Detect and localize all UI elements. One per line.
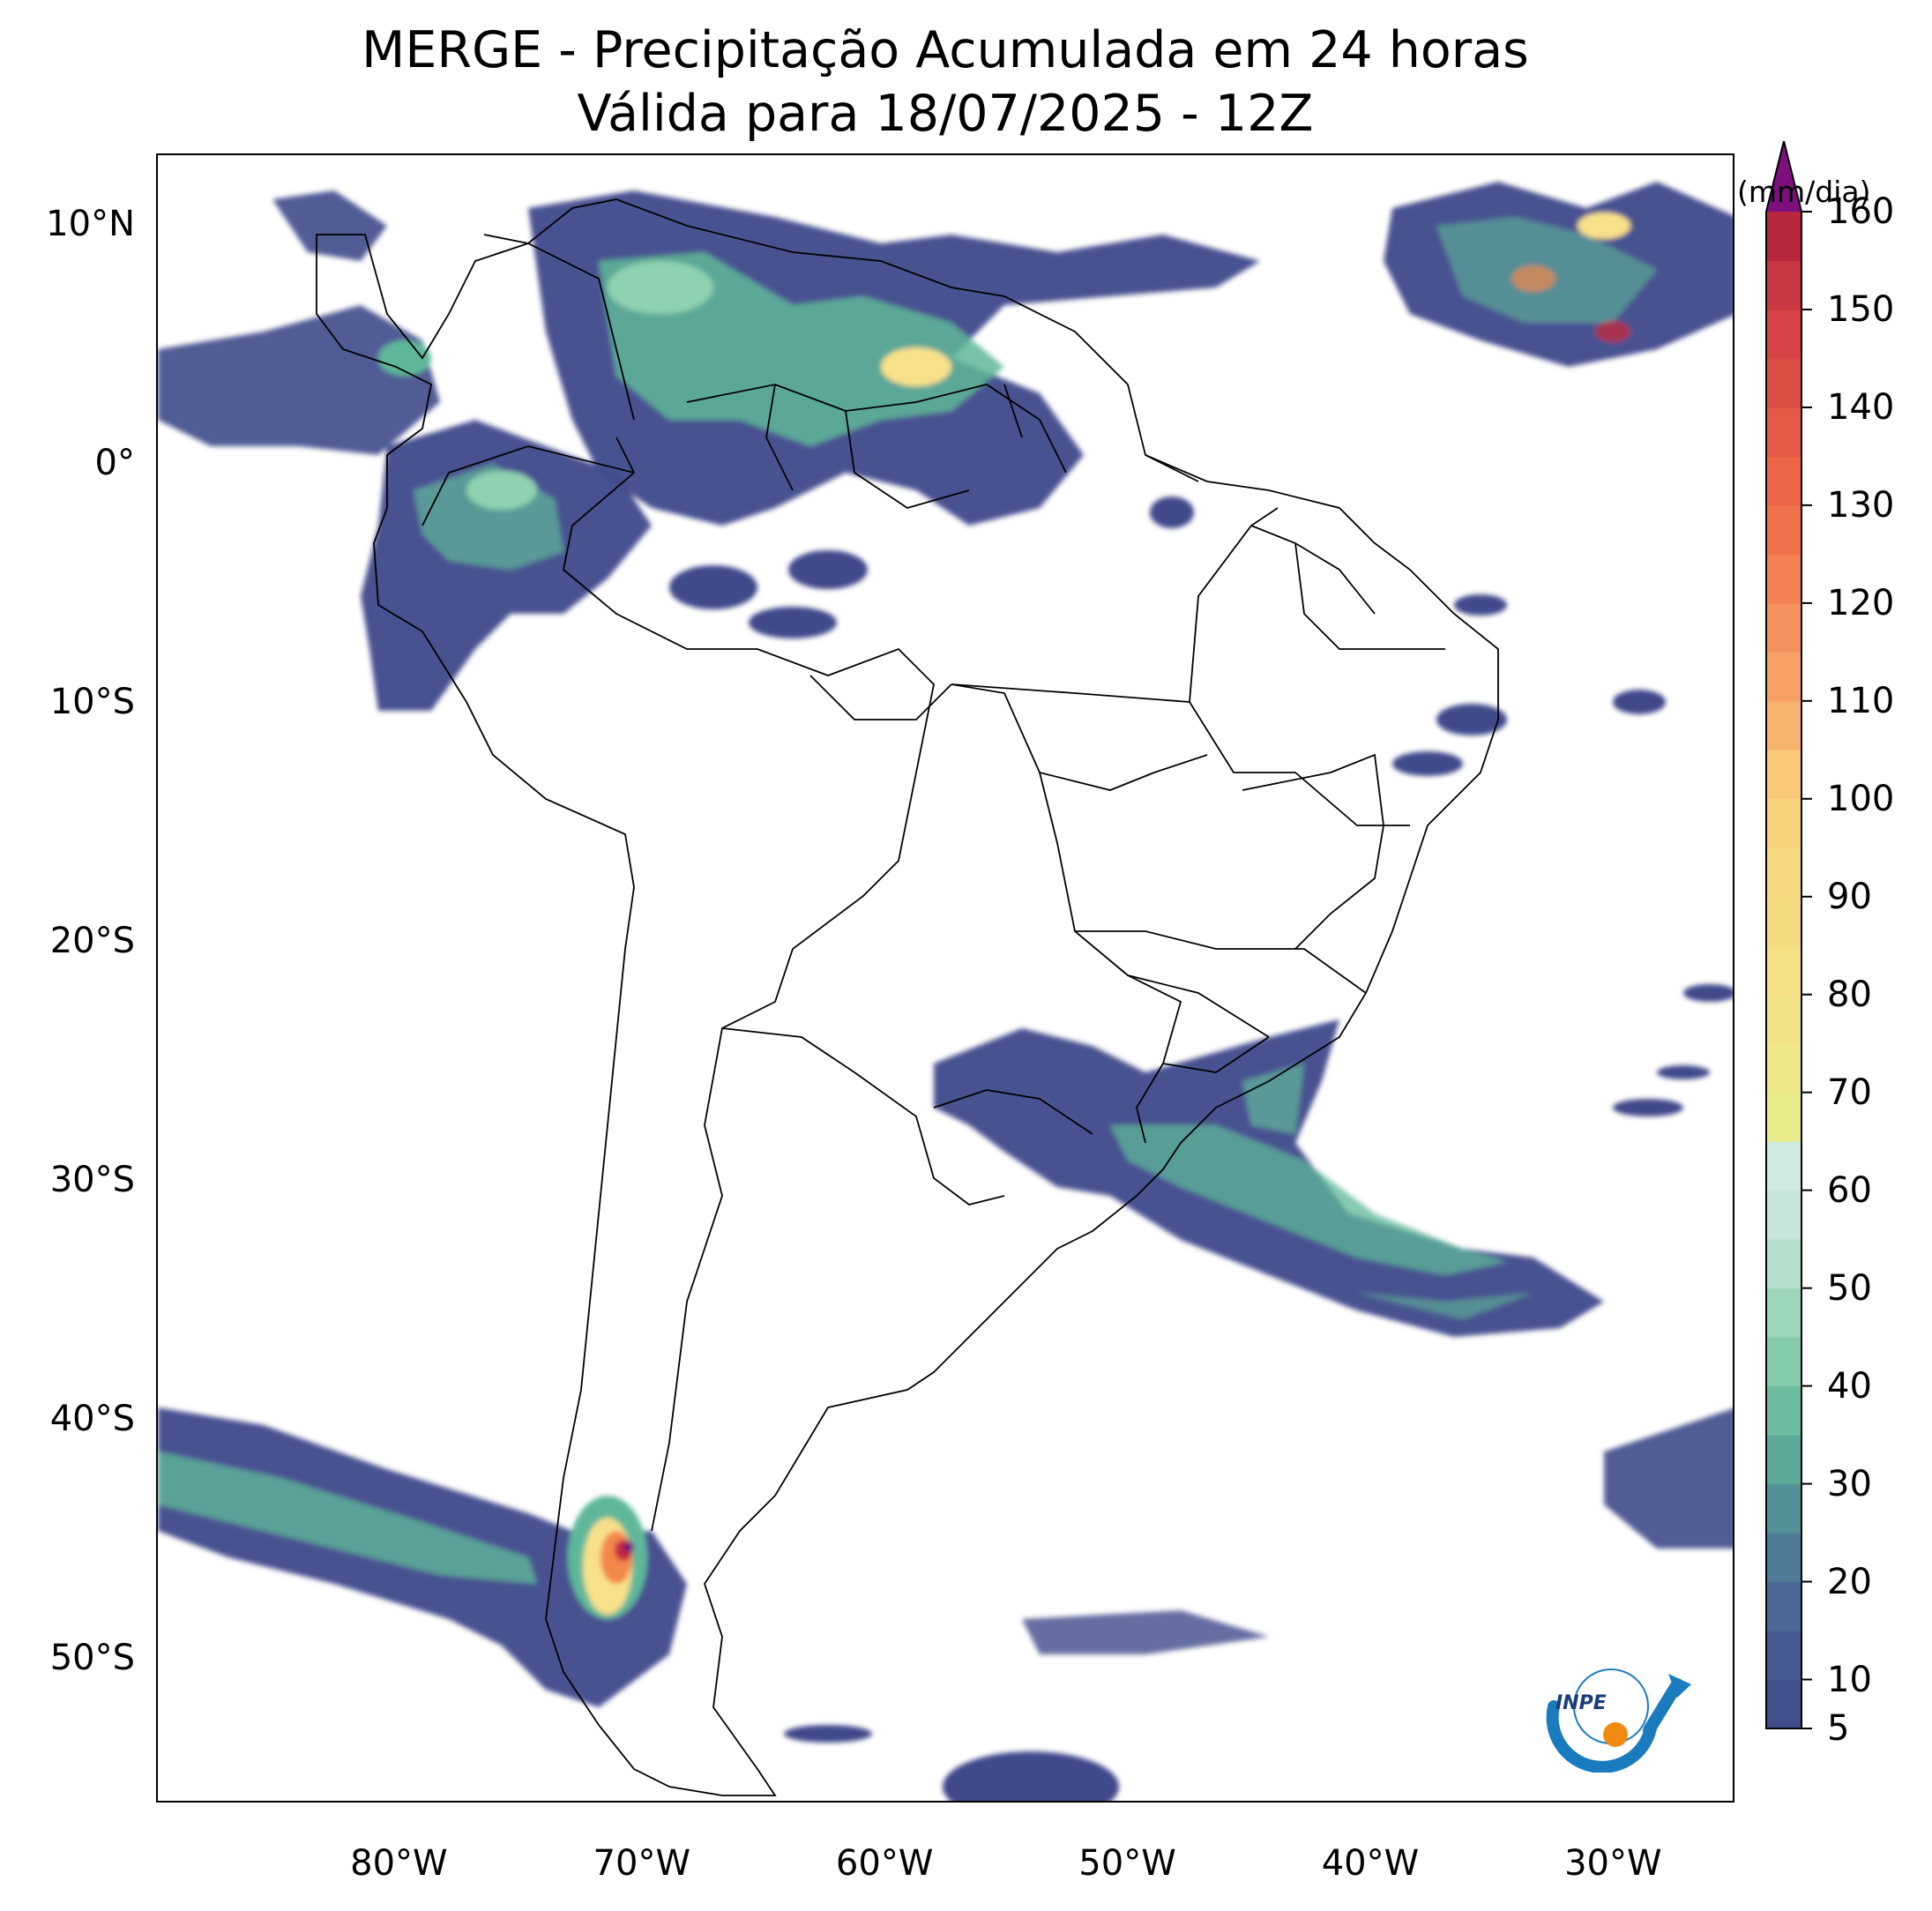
colorbar-tick-label: 80	[1827, 974, 1872, 1015]
colorbar-tick-label: 5	[1827, 1708, 1850, 1749]
colorbar-segment	[1766, 1092, 1801, 1142]
colorbar-segment	[1766, 554, 1801, 604]
colorbar-segment	[1766, 847, 1801, 898]
longitude-label: 80°W	[350, 1843, 448, 1884]
colorbar-segment	[1766, 798, 1801, 848]
colorbar-segment	[1766, 309, 1801, 359]
colorbar-segment	[1766, 1043, 1801, 1094]
latitude-label: 0°	[94, 443, 135, 484]
colorbar-segment	[1766, 1435, 1801, 1485]
colorbar-tick-label: 120	[1827, 582, 1895, 623]
colorbar-segment	[1766, 456, 1801, 506]
colorbar-tick-label: 60	[1827, 1169, 1872, 1211]
longitude-label: 40°W	[1321, 1843, 1420, 1884]
colorbar-segment	[1766, 1239, 1801, 1289]
colorbar-outline	[1765, 141, 1802, 1729]
latitude-label: 40°S	[49, 1399, 135, 1440]
precipitation-map	[158, 182, 1733, 1801]
map-subtitle: Válida para 18/07/2025 - 12Z	[577, 85, 1314, 143]
colorbar-segment	[1766, 602, 1801, 653]
map-title: MERGE - Precipitação Acumulada em 24 hor…	[362, 21, 1529, 79]
colorbar-tick-label: 150	[1827, 288, 1895, 330]
colorbar-unit-label: (mm/dia)	[1737, 175, 1871, 209]
colorbar-segment	[1766, 1679, 1801, 1729]
longitude-label: 50°W	[1078, 1843, 1176, 1884]
colorbar-extend-arrow	[1766, 141, 1801, 212]
colorbar-segment	[1766, 358, 1801, 408]
colorbar-segment	[1766, 896, 1801, 946]
colorbar-tick-label: 160	[1827, 191, 1895, 232]
colorbar-tick-label: 130	[1827, 484, 1895, 526]
colorbar-segment	[1766, 750, 1801, 800]
colorbar-segment	[1766, 1190, 1801, 1240]
inpe-logo-text: INPE	[1555, 1692, 1607, 1714]
colorbar-tick-label: 140	[1827, 386, 1895, 428]
longitude-label: 60°W	[835, 1843, 934, 1884]
precipitation-shading	[158, 182, 1733, 1801]
colorbar-segment	[1766, 504, 1801, 555]
colorbar-tick-label: 10	[1827, 1659, 1872, 1700]
colorbar-tick-label: 110	[1827, 680, 1895, 721]
latitude-label: 10°N	[46, 204, 135, 245]
colorbar-segment	[1766, 1141, 1801, 1191]
colorbar-tick-label: 90	[1827, 876, 1872, 917]
colorbar-segment	[1766, 1581, 1801, 1631]
colorbar-segment	[1766, 1337, 1801, 1387]
latitude-label: 10°S	[49, 682, 135, 723]
colorbar-tick-label: 30	[1827, 1463, 1872, 1504]
latitude-label: 50°S	[49, 1638, 135, 1679]
colorbar-segment	[1766, 1533, 1801, 1583]
inpe-logo: INPE	[1546, 1668, 1691, 1773]
colorbar-tick-label: 100	[1827, 778, 1895, 819]
colorbar	[1765, 141, 1812, 1729]
colorbar-segment	[1766, 1483, 1801, 1534]
colorbar-tick-label: 20	[1827, 1561, 1872, 1602]
colorbar-tick-label: 40	[1827, 1365, 1872, 1407]
latitude-label: 20°S	[49, 921, 135, 962]
colorbar-segment	[1766, 652, 1801, 702]
latitude-label: 30°S	[49, 1160, 135, 1201]
colorbar-tick-label: 50	[1827, 1267, 1872, 1309]
longitude-label: 70°W	[593, 1843, 690, 1884]
map-panel	[156, 153, 1734, 1803]
colorbar-tick-label: 70	[1827, 1071, 1872, 1113]
colorbar-segment	[1766, 407, 1801, 457]
longitude-label: 30°W	[1564, 1843, 1662, 1884]
colorbar-segment	[1766, 945, 1801, 996]
colorbar-segment	[1766, 1385, 1801, 1436]
colorbar-segment	[1766, 700, 1801, 750]
coastlines	[316, 198, 1499, 1796]
colorbar-segment	[1766, 1631, 1801, 1681]
colorbar-segment	[1766, 212, 1801, 261]
colorbar-segment	[1766, 994, 1801, 1044]
colorbar-segment	[1766, 260, 1801, 310]
colorbar-segment	[1766, 1288, 1801, 1338]
